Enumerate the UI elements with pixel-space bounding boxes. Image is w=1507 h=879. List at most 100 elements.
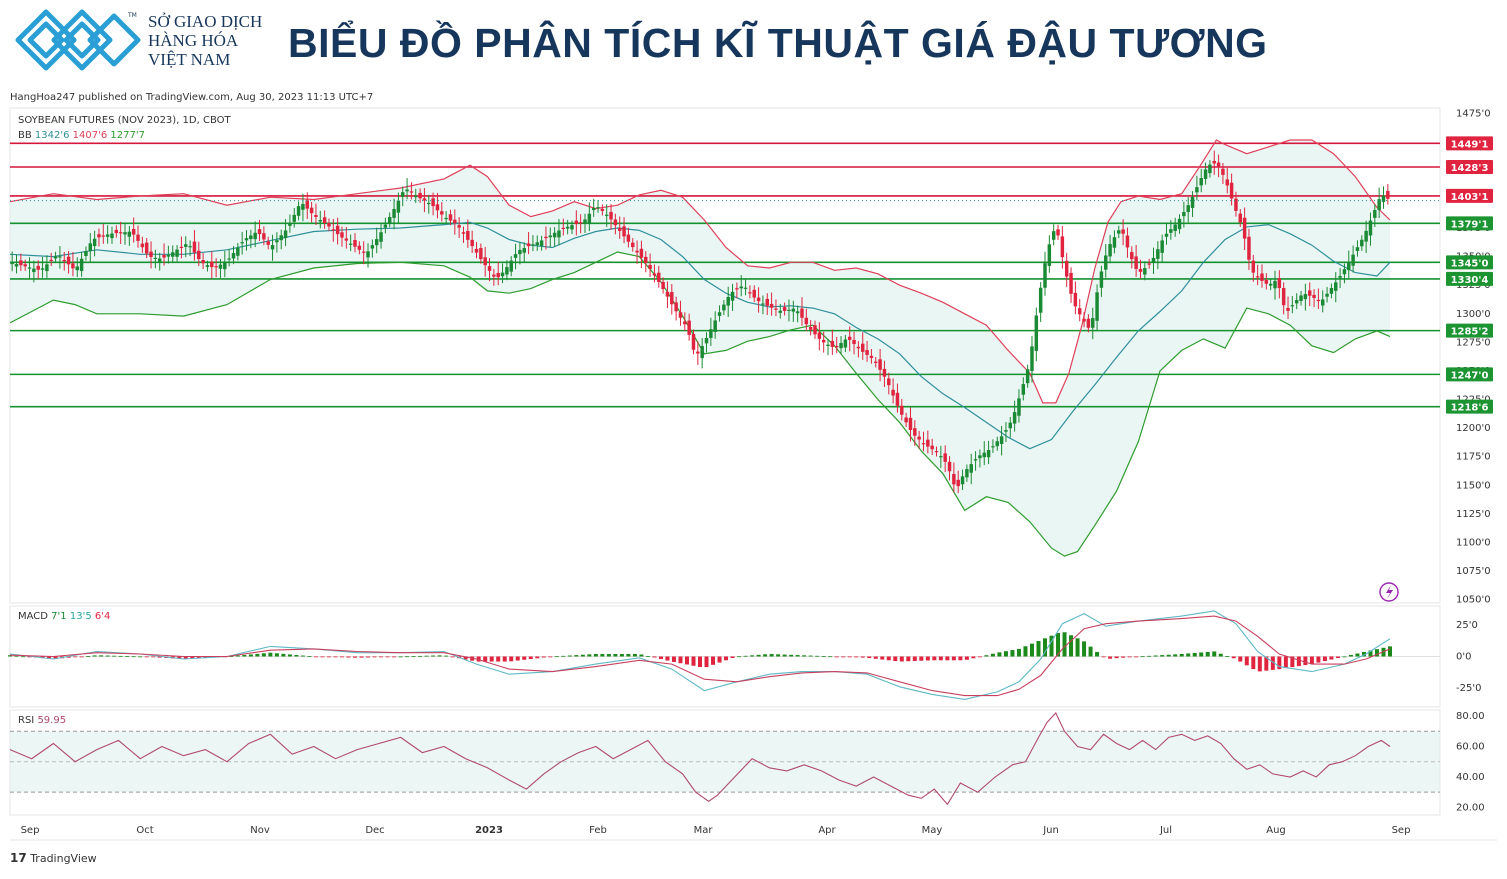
candle [1060,226,1065,269]
candle [874,357,878,368]
candle [535,235,539,251]
candle-body [921,443,926,445]
candle-body [140,243,145,248]
candle-body [422,198,427,201]
macd-histogram-bar [79,656,84,658]
candle-body [301,204,305,210]
candle-body [509,260,513,272]
macd-histogram-bar [990,653,995,657]
candle [787,299,791,322]
macd-histogram-bar [1023,646,1028,657]
candle [79,251,84,277]
candle-body [943,453,947,462]
candle [405,178,409,200]
macd-histogram-bar [21,656,26,658]
candle [114,225,119,238]
candle-body [691,334,696,350]
macd-histogram-bar [346,656,351,658]
candle [1312,289,1316,308]
candle [1373,204,1377,228]
candle-body [1160,240,1164,253]
candle [635,240,639,264]
candle-body [1234,198,1238,211]
candle-body [526,243,531,247]
macd-legend: MACD 7'1 13'5 6'4 [18,611,110,622]
hsx-logo [15,9,141,71]
candle [917,430,921,449]
candle-body [834,346,839,348]
macd-histogram-bar [561,655,566,657]
candle [700,338,704,369]
candle [531,235,535,252]
candle [1177,214,1182,234]
support-label-box [1446,399,1493,414]
candle-body [1169,229,1173,233]
candle-body [991,446,995,448]
candle-body [1290,305,1295,307]
candle-body [171,252,175,257]
candle-body [1273,280,1277,289]
candle-body [1355,247,1360,251]
macd-histogram-bar [1147,655,1152,657]
candle-body [1095,292,1099,321]
candle [1151,247,1156,274]
macd-histogram-bar [190,656,195,659]
macd-histogram-bar [1029,643,1034,657]
candle [58,246,62,269]
candle-body [1151,257,1156,263]
candle-body [201,260,205,264]
candle [192,230,197,261]
brand-line-2: HÀNG HÓA [148,31,239,50]
time-tick-label: Jun [1042,825,1059,836]
candle [1173,217,1177,237]
macd-histogram-bar [1016,648,1021,657]
candle-body [1347,262,1351,271]
candle-body [166,254,171,257]
candle [97,228,101,247]
lightning-icon [1379,582,1399,602]
candle [1329,283,1334,299]
candle [882,360,887,387]
macd-histogram-bar [782,654,787,657]
rsi-tick-label: 40.00 [1456,772,1485,783]
macd-histogram-bar [483,656,488,662]
candle [314,203,318,225]
candle-body [769,303,774,308]
candle [374,227,379,254]
tradingview-footer: 𝟭𝟳 TradingView [10,851,97,865]
candle-body [49,259,53,261]
candle [479,243,483,264]
candle [75,257,79,278]
candle-body [657,272,661,282]
macd-histogram-bar [1348,654,1353,657]
candle-body [110,233,114,239]
candle [765,293,769,315]
candle [344,227,349,249]
candle [131,217,136,243]
macd-histogram-bar [66,656,71,658]
candle-body [1008,422,1013,429]
macd-histogram-bar [444,655,449,657]
candle [466,219,470,248]
candle [379,223,383,249]
macd-histogram-bar [1251,656,1256,670]
macd-histogram-bar [1166,654,1171,657]
macd-histogram-bar [717,656,722,663]
macd-histogram-bar [372,656,377,658]
candle-body [418,192,422,199]
macd-histogram-bar [300,655,305,657]
time-tick-label: Feb [589,825,607,836]
macd-histogram-bar [379,656,384,658]
candle [1169,220,1173,240]
macd-histogram-bar [639,654,644,657]
macd-histogram-bar [509,656,514,662]
bb-lower-value: 1277'7 [110,130,145,141]
candle [800,297,804,326]
candle-body [379,232,383,242]
candle [991,439,995,453]
candle [604,204,609,227]
candle-body [1334,282,1338,291]
candle [301,193,305,222]
macd-histogram-bar [1257,656,1262,672]
support-label: 1285'2 [1451,327,1489,338]
